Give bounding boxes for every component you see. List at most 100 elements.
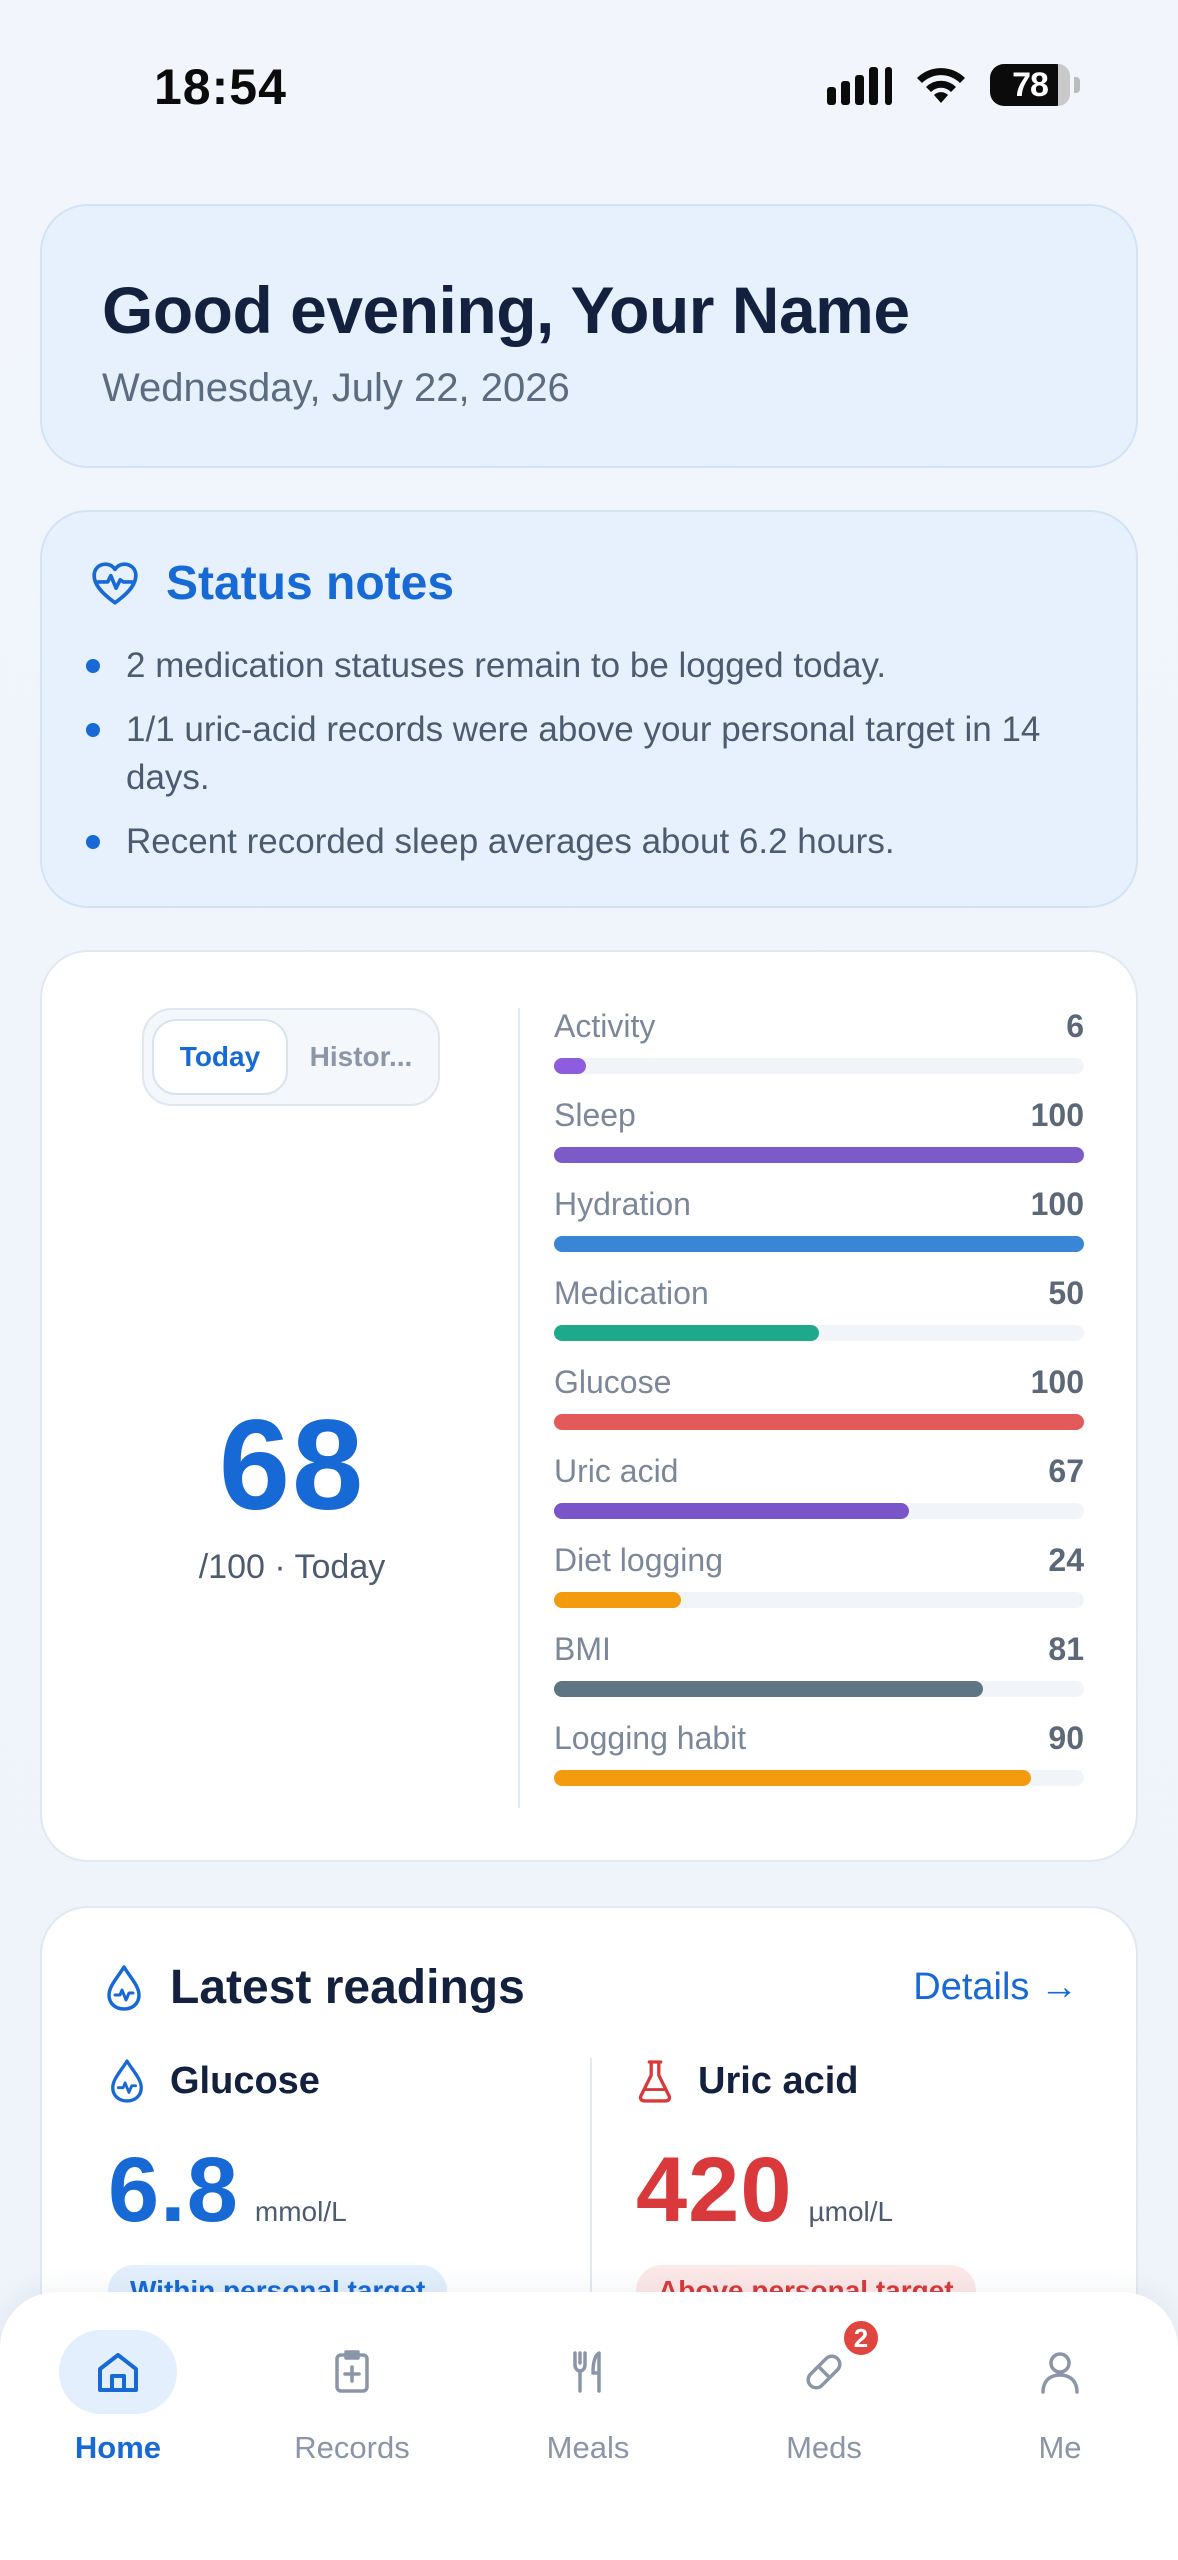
glucose-reading[interactable]: Glucose 6.8 mmol/L Within personal targe… (108, 2058, 608, 2317)
status-notes-card: Status notes 2 medication statuses remai… (40, 510, 1138, 908)
greeting-date: Wednesday, July 22, 2026 (102, 366, 570, 410)
metric-row: BMI 81 (554, 1631, 1084, 1720)
metric-row: Uric acid 67 (554, 1453, 1084, 1542)
status-note: 1/1 uric-acid records were above your pe… (86, 706, 1106, 802)
wifi-icon (917, 68, 965, 103)
metric-value: 24 (1048, 1542, 1084, 1578)
metric-row: Hydration 100 (554, 1186, 1084, 1275)
pill-icon (806, 2354, 842, 2390)
score-breakdown: Activity 6 Sleep 100 Hydration 100 Medication 5… (554, 1008, 1084, 1809)
metric-bar-track (554, 1503, 1084, 1519)
metric-value: 6 (1066, 1008, 1084, 1044)
divider (590, 2058, 592, 2358)
greeting-title: Good evening, Your Name (102, 273, 910, 347)
uric-acid-unit: µmol/L (808, 2196, 894, 2227)
metric-row: Sleep 100 (554, 1097, 1084, 1186)
tab-label: Me (1038, 2430, 1082, 2465)
divider (518, 1008, 520, 1808)
score-period-toggle: Today Histor... (142, 1008, 440, 1106)
metric-bar-track (554, 1414, 1084, 1430)
uric-acid-reading[interactable]: Uric acid 420 µmol/L Above personal targ… (636, 2058, 1136, 2317)
clock: 18:54 (154, 59, 287, 115)
tab-label: Home (74, 2430, 162, 2465)
person-icon (1041, 2352, 1079, 2394)
tab-label: Meals (546, 2430, 630, 2465)
metric-name: BMI (554, 1631, 611, 1667)
metric-row: Medication 50 (554, 1275, 1084, 1364)
metric-bar-fill (554, 1592, 682, 1608)
metric-row: Logging habit 90 (554, 1720, 1084, 1809)
metric-bar-track (554, 1147, 1084, 1163)
metric-name: Sleep (554, 1097, 636, 1133)
metric-value: 81 (1048, 1631, 1084, 1667)
metric-bar-fill (554, 1147, 1084, 1163)
tab-label: Records (294, 2430, 410, 2465)
uric-acid-value: 420 (636, 2139, 793, 2241)
tab-me[interactable]: Me (980, 2330, 1140, 2500)
drop-icon (107, 1964, 141, 2011)
tab-label: Meds (786, 2430, 862, 2465)
battery-icon: 78 (990, 64, 1080, 106)
metric-bar-fill (554, 1503, 910, 1519)
greeting-card: Good evening, Your Name Wednesday, July … (40, 204, 1138, 468)
metric-row: Activity 6 (554, 1008, 1084, 1097)
metric-value: 100 (1030, 1097, 1084, 1133)
tab-history[interactable]: Histor... (309, 1041, 413, 1072)
metric-value: 67 (1048, 1453, 1084, 1489)
metric-value: 50 (1048, 1275, 1084, 1311)
metric-name: Glucose (554, 1364, 672, 1400)
flask-icon (638, 2060, 672, 2103)
metric-bar-fill (554, 1325, 819, 1341)
glucose-label: Glucose (170, 2059, 320, 2102)
metric-value: 90 (1048, 1720, 1084, 1756)
metric-bar-fill (554, 1414, 1084, 1430)
uric-acid-label: Uric acid (698, 2059, 859, 2102)
signal-icon (827, 65, 892, 105)
metric-bar-track (554, 1681, 1084, 1697)
metric-name: Activity (554, 1008, 656, 1044)
records-icon (335, 2350, 369, 2393)
metric-bar-fill (554, 1681, 984, 1697)
glucose-value: 6.8 (108, 2139, 239, 2241)
metric-row: Diet logging 24 (554, 1542, 1084, 1631)
metric-bar-track (554, 1770, 1084, 1786)
metric-bar-fill (554, 1058, 586, 1074)
score-value: 68 (218, 1394, 366, 1537)
drop-icon (111, 2059, 143, 2103)
tab-records[interactable]: Records (272, 2330, 432, 2500)
utensils-icon (573, 2351, 601, 2393)
metric-bar-track (554, 1592, 1084, 1608)
metric-name: Medication (554, 1275, 709, 1311)
health-score-card: Today Histor... 68 /100 · Today Activity… (40, 950, 1138, 1862)
status-bar: 18:54 78 (0, 0, 1178, 170)
bottom-tab-bar: Home Records Meals 2 Meds (0, 2292, 1178, 2560)
metric-bar-track (554, 1236, 1084, 1252)
status-notes-list: 2 medication statuses remain to be logge… (86, 642, 1106, 882)
metric-name: Hydration (554, 1186, 691, 1222)
status-note: Recent recorded sleep averages about 6.2… (86, 818, 1106, 866)
glucose-unit: mmol/L (254, 2196, 347, 2227)
tab-meds[interactable]: 2 Meds (744, 2318, 904, 2500)
latest-readings-title: Latest readings (170, 1961, 525, 2014)
metric-name: Logging habit (554, 1720, 747, 1756)
details-link[interactable]: Details → (913, 1966, 1078, 2008)
tab-meals[interactable]: Meals (508, 2330, 668, 2500)
metric-bar-track (554, 1325, 1084, 1341)
metric-bar-fill (554, 1236, 1084, 1252)
metric-value: 100 (1030, 1364, 1084, 1400)
tab-today[interactable]: Today (152, 1019, 288, 1095)
metric-name: Diet logging (554, 1542, 723, 1578)
metric-value: 100 (1030, 1186, 1084, 1222)
score-subtitle: /100 · Today (198, 1548, 386, 1586)
metric-name: Uric acid (554, 1453, 679, 1489)
battery-level: 78 (1012, 65, 1049, 104)
home-icon (98, 2353, 138, 2392)
tab-home[interactable]: Home (38, 2330, 198, 2500)
status-note: 2 medication statuses remain to be logge… (86, 642, 1106, 690)
metric-row: Glucose 100 (554, 1364, 1084, 1453)
heart-pulse-icon (92, 561, 138, 605)
status-notes-title: Status notes (166, 557, 455, 610)
metric-bar-track (554, 1058, 1084, 1074)
meds-badge: 2 (841, 2318, 881, 2358)
metric-bar-fill (554, 1770, 1031, 1786)
